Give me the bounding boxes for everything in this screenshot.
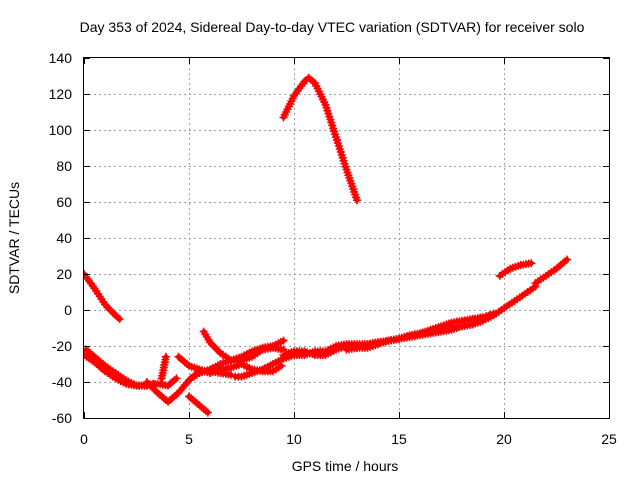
y-tick-label: 0 <box>64 302 72 318</box>
x-tick-label: 10 <box>286 431 302 447</box>
plot-frame <box>83 57 610 419</box>
y-tick-label: 100 <box>49 122 73 138</box>
series-pass-n <box>279 73 361 205</box>
series-pass-p <box>531 255 571 287</box>
x-tick-label: 15 <box>391 431 407 447</box>
y-tick-label: 120 <box>49 86 73 102</box>
series-pass-m <box>416 311 494 338</box>
chart-title: Day 353 of 2024, Sidereal Day-to-day VTE… <box>80 19 585 35</box>
x-tick-label: 25 <box>601 431 617 447</box>
y-tick-label: -60 <box>52 410 72 426</box>
series-markers <box>495 259 536 280</box>
y-axis-label: SDTVAR / TECUs <box>6 182 22 294</box>
series-pass-i <box>199 327 288 365</box>
y-tick-label: 80 <box>56 158 72 174</box>
series-pass-e <box>157 352 170 383</box>
y-tick-label: 140 <box>49 50 73 66</box>
data-series <box>84 73 571 417</box>
series-markers <box>185 392 212 417</box>
x-tick-label: 20 <box>496 431 512 447</box>
series-markers <box>84 270 124 323</box>
series-markers <box>531 255 571 287</box>
series-markers <box>416 311 494 338</box>
series-markers <box>199 327 288 365</box>
series-markers <box>279 73 361 205</box>
series-markers <box>157 352 170 383</box>
series-pass-a <box>84 270 124 323</box>
series-pass-h <box>185 392 212 417</box>
y-tick-label: 40 <box>56 230 72 246</box>
y-tick-label: -40 <box>52 374 72 390</box>
series-pass-o <box>495 259 536 280</box>
y-tick-label: 60 <box>56 194 72 210</box>
tick-labels: 0 5 10 15 20 25 -60 -40 -20 0 20 40 60 80 100 120 140 <box>49 50 617 447</box>
x-tick-label: 5 <box>185 431 193 447</box>
x-axis-label: GPS time / hours <box>292 458 399 474</box>
x-tick-label: 0 <box>80 431 88 447</box>
y-tick-label: 20 <box>56 266 72 282</box>
axis-ticks <box>84 58 610 419</box>
y-tick-label: -20 <box>52 338 72 354</box>
